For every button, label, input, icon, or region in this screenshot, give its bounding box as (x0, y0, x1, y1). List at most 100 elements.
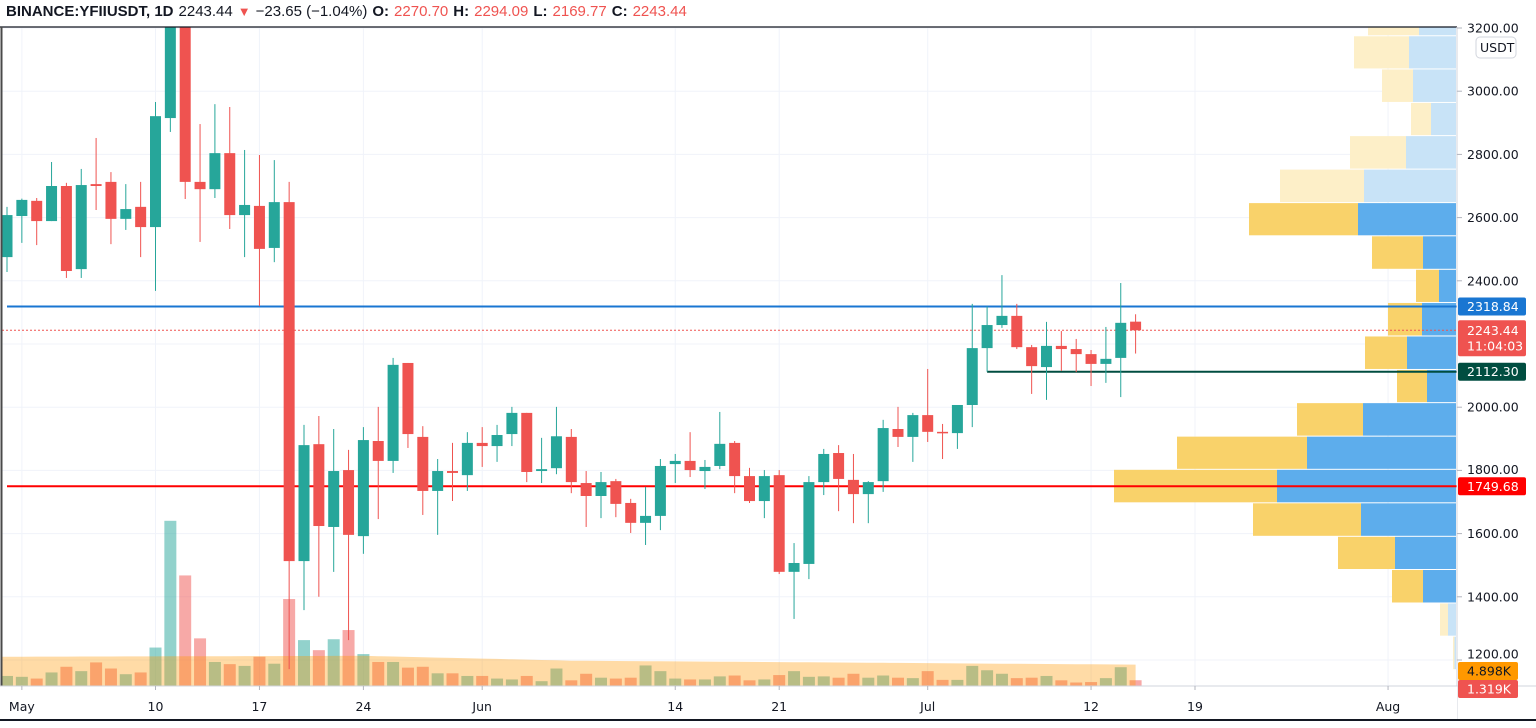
volume-bar (565, 680, 578, 686)
candle-body[interactable] (996, 315, 1008, 326)
candle-body[interactable] (90, 184, 102, 186)
candle-body[interactable] (491, 435, 503, 447)
candle-body[interactable] (1011, 315, 1023, 348)
candle-body[interactable] (164, 27, 176, 119)
candle-body[interactable] (224, 153, 236, 216)
volume-bar (788, 671, 801, 686)
candle-body[interactable] (194, 181, 206, 190)
candle-body[interactable] (625, 502, 637, 523)
candle-body[interactable] (847, 479, 859, 495)
candle-body[interactable] (313, 444, 325, 527)
candle-body[interactable] (328, 471, 340, 527)
candle-body[interactable] (46, 186, 58, 222)
candle-body[interactable] (150, 116, 161, 228)
currency-badge[interactable] (1475, 36, 1517, 59)
candle-body[interactable] (372, 441, 384, 461)
volume-profile-up-bar (1358, 203, 1456, 236)
candle-body[interactable] (580, 483, 592, 496)
candle-body[interactable] (862, 482, 874, 495)
candle-body[interactable] (253, 205, 265, 249)
time-axis[interactable] (0, 686, 1457, 720)
volume-bar (951, 679, 964, 686)
price-tick-label: 1800.00 (1467, 462, 1519, 477)
candle-body[interactable] (105, 181, 117, 219)
candle-body[interactable] (922, 415, 934, 432)
high-value: 2294.09 (474, 3, 529, 20)
candle-body[interactable] (892, 429, 904, 437)
candle-body[interactable] (179, 27, 191, 182)
candle-body[interactable] (788, 562, 800, 572)
candle-body[interactable] (699, 466, 711, 472)
candle-body[interactable] (1115, 322, 1127, 358)
price-change: −23.65 (−1.04%) (255, 3, 368, 20)
candle-body[interactable] (60, 186, 72, 272)
candle-body[interactable] (684, 460, 696, 471)
candle-body[interactable] (209, 153, 221, 190)
candle-body[interactable] (268, 202, 280, 248)
candle-body[interactable] (536, 469, 548, 472)
candle-body[interactable] (1130, 321, 1142, 331)
candle-body[interactable] (550, 436, 562, 469)
candle-body[interactable] (877, 428, 889, 482)
triangle-down-icon: ▼ (237, 4, 251, 19)
candle-body[interactable] (16, 199, 28, 217)
candle-body[interactable] (298, 445, 310, 562)
candle-body[interactable] (75, 185, 87, 270)
volume-bar (1070, 682, 1083, 686)
candle-body[interactable] (135, 206, 147, 228)
volume-bar (238, 665, 251, 686)
close-value: 2243.44 (632, 3, 687, 20)
candle-body[interactable] (1041, 345, 1052, 368)
volume-profile-down-bar (1416, 269, 1439, 302)
candle-body[interactable] (506, 412, 518, 435)
candle-body[interactable] (1085, 354, 1097, 364)
candle-body[interactable] (476, 442, 488, 447)
low-value: 2169.77 (552, 3, 607, 20)
candle-body[interactable] (669, 460, 681, 465)
candle-body[interactable] (833, 453, 845, 479)
candle-body[interactable] (402, 362, 414, 435)
candle-body[interactable] (31, 200, 43, 222)
time-tick-label: May (9, 699, 35, 714)
candle-body[interactable] (432, 471, 444, 491)
volume-bar (639, 665, 652, 686)
candle-body[interactable] (343, 470, 355, 535)
candle-body[interactable] (640, 515, 652, 523)
candle-body[interactable] (729, 442, 741, 477)
candle-body[interactable] (1070, 349, 1082, 355)
candle-body[interactable] (357, 440, 369, 537)
candle-body[interactable] (951, 404, 963, 434)
candle-body[interactable] (714, 443, 726, 466)
time-tick-label: 10 (148, 699, 164, 714)
candle-body[interactable] (966, 348, 978, 405)
candle-body[interactable] (1100, 358, 1112, 364)
candle-body[interactable] (565, 436, 577, 483)
candle-body[interactable] (387, 364, 399, 461)
candle-body[interactable] (773, 475, 785, 572)
candle-body[interactable] (758, 476, 770, 502)
candle-body[interactable] (654, 465, 666, 516)
candle-body[interactable] (447, 471, 458, 473)
candle-body[interactable] (981, 325, 993, 349)
candle-body[interactable] (461, 442, 473, 476)
candle-body[interactable] (803, 482, 815, 564)
volume-bar (743, 680, 756, 686)
candle-body[interactable] (239, 204, 251, 216)
candle-body[interactable] (1026, 347, 1038, 367)
candle-body[interactable] (1, 215, 13, 258)
candle-body[interactable] (907, 415, 919, 437)
candle-body[interactable] (595, 482, 607, 496)
candle-body[interactable] (610, 481, 622, 504)
candle-body[interactable] (417, 436, 429, 491)
candle-body[interactable] (1055, 345, 1067, 350)
volume-bar (802, 676, 815, 686)
volume-bar (401, 667, 414, 686)
candle-body[interactable] (818, 453, 830, 483)
candle-body[interactable] (120, 209, 132, 219)
candle-body[interactable] (521, 412, 533, 472)
candle-body[interactable] (744, 476, 755, 502)
candle-body[interactable] (283, 202, 295, 562)
symbol-title[interactable]: BINANCE:YFIIUSDT, 1D (6, 3, 174, 20)
candle-body[interactable] (937, 431, 949, 434)
